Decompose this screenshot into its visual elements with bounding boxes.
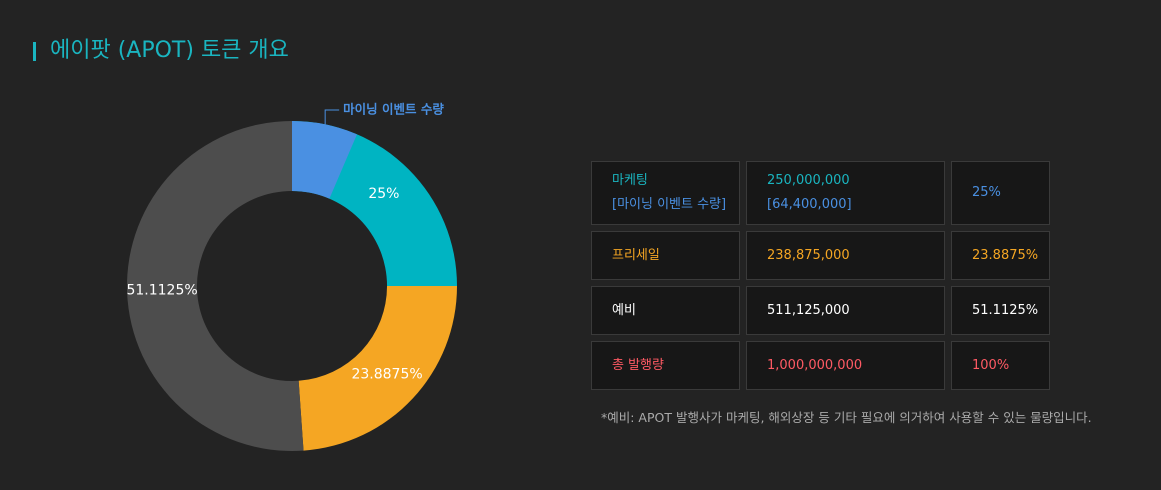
table-cell: 51.1125% bbox=[951, 286, 1050, 335]
table-cell: 238,875,000 bbox=[746, 231, 945, 280]
donut-segment bbox=[126, 121, 304, 452]
highlight-segment bbox=[292, 121, 357, 199]
segment-label: 23.8875% bbox=[351, 367, 422, 383]
page-title: 에이팟 (APOT) 토큰 개요 bbox=[50, 38, 289, 63]
cell-text: 총 발행량 bbox=[612, 357, 664, 373]
cell-text: 511,125,000 bbox=[767, 302, 850, 318]
callout-line bbox=[324, 109, 340, 125]
table-cell: 23.8875% bbox=[951, 231, 1050, 280]
cell-text: 250,000,000 bbox=[767, 173, 850, 188]
cell-text: 23.8875% bbox=[972, 247, 1039, 263]
table-cell: 1,000,000,000 bbox=[746, 341, 945, 390]
table-cell: 250,000,000 [64,400,000] bbox=[746, 161, 945, 225]
table-cell: 511,125,000 bbox=[746, 286, 945, 335]
cell-text: 1,000,000,000 bbox=[767, 357, 863, 373]
highlight-label: 마이닝 이벤트 수량 bbox=[343, 102, 444, 117]
table-cell: 총 발행량 bbox=[591, 341, 740, 390]
cell-text: 프리세일 bbox=[612, 247, 660, 263]
table-cell: 예비 bbox=[591, 286, 740, 335]
segment-label: 25% bbox=[368, 186, 399, 202]
table-cell: 프리세일 bbox=[591, 231, 740, 280]
segment-label: 51.1125% bbox=[126, 283, 197, 299]
cell-text: [마이닝 이벤트 수량] bbox=[612, 197, 727, 212]
cell-text: 51.1125% bbox=[972, 302, 1039, 318]
title-accent bbox=[33, 42, 36, 61]
cell-text: 100% bbox=[972, 357, 1010, 373]
cell-text: 예비 bbox=[612, 302, 636, 318]
table-cell: 100% bbox=[951, 341, 1050, 390]
cell-text: 마케팅 bbox=[612, 173, 648, 188]
table-cell: 25% bbox=[951, 161, 1050, 225]
donut-chart: 25% 23.8875% 51.1125% 마이닝 이벤트 수량 bbox=[126, 102, 457, 452]
donut-segment bbox=[298, 286, 457, 451]
cell-text: [64,400,000] bbox=[767, 197, 852, 212]
cell-text: 25% bbox=[972, 185, 1001, 200]
table-cell: 마케팅 [마이닝 이벤트 수량] bbox=[591, 161, 740, 225]
cell-text: 238,875,000 bbox=[767, 247, 850, 263]
footnote: *예비: APOT 발행사가 마케팅, 해외상장 등 기타 필요에 의거하여 사… bbox=[601, 410, 1092, 425]
